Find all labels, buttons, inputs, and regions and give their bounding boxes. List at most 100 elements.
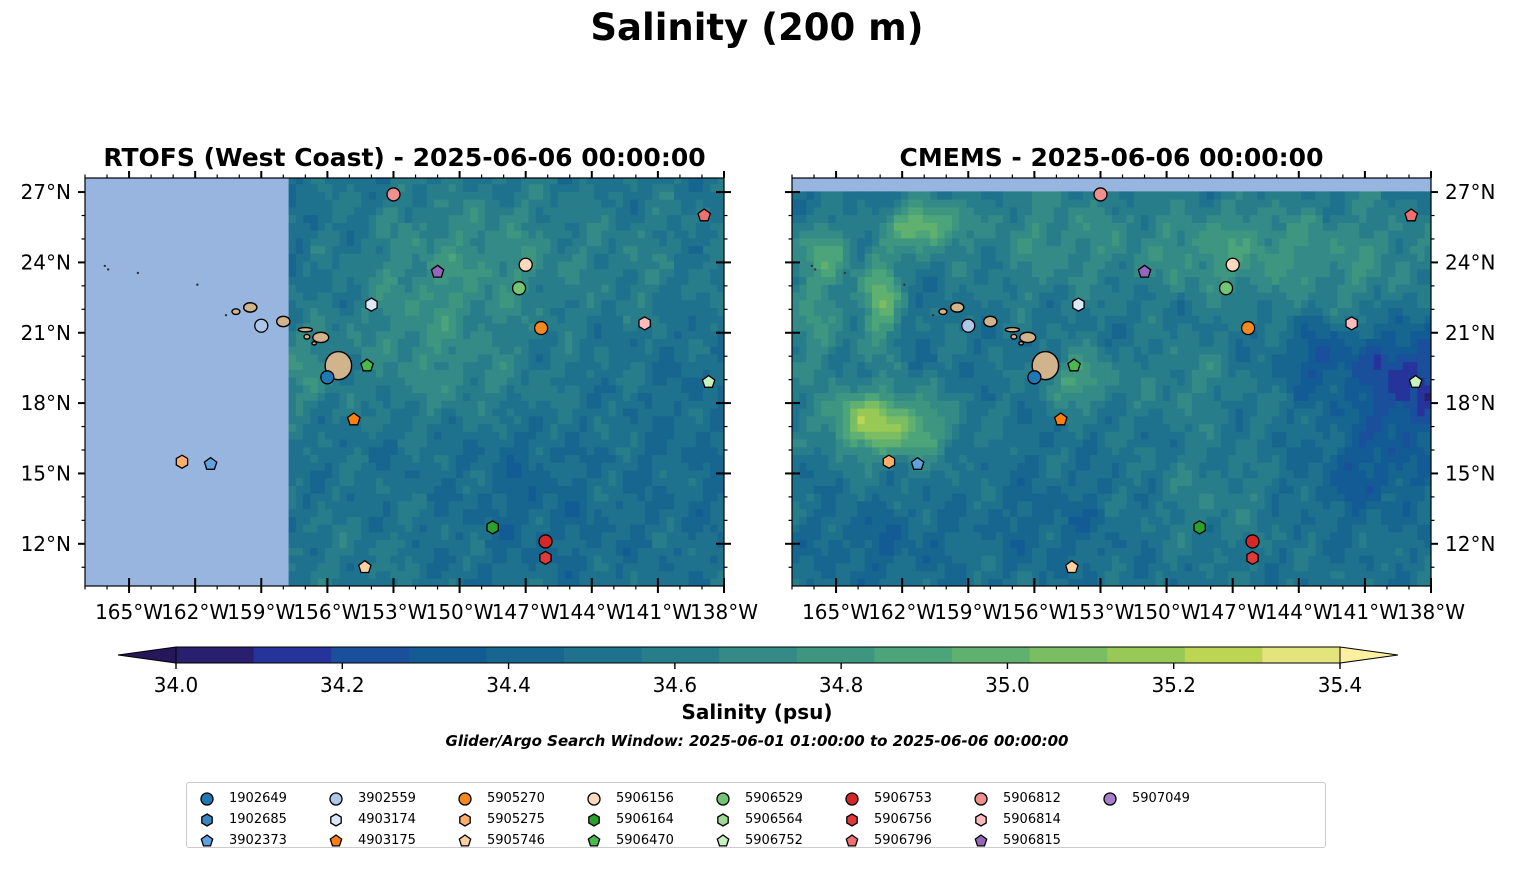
field-cell (893, 500, 902, 510)
field-cell (623, 446, 631, 455)
field-cell (310, 508, 319, 517)
field-cell (674, 276, 682, 285)
field-cell (426, 555, 435, 564)
field-cell (952, 493, 960, 502)
field-cell (652, 500, 661, 510)
field-cell (908, 284, 917, 293)
field-cell (1010, 307, 1018, 316)
field-cell (303, 299, 311, 308)
field-cell (295, 183, 304, 192)
field-cell (361, 237, 370, 247)
field-cell (514, 454, 522, 463)
field-cell (893, 206, 902, 216)
field-cell (615, 392, 624, 401)
field-cell (564, 524, 573, 533)
field-cell (332, 276, 341, 285)
field-cell (1017, 261, 1026, 270)
field-cell (470, 346, 479, 355)
field-cell (535, 477, 544, 486)
field-cell (484, 423, 493, 432)
field-cell (813, 516, 822, 525)
field-cell (988, 338, 997, 347)
field-cell (332, 330, 341, 339)
field-cell (879, 292, 888, 301)
field-cell (564, 454, 573, 463)
field-cell (930, 547, 939, 556)
field-cell (1039, 493, 1048, 502)
field-cell (572, 446, 581, 455)
field-cell (564, 477, 573, 486)
field-cell (404, 547, 413, 556)
field-cell (492, 377, 501, 386)
field-cell (1002, 214, 1011, 223)
field-cell (630, 284, 639, 293)
field-cell (390, 369, 399, 378)
field-cell (842, 384, 851, 394)
field-cell (937, 353, 946, 363)
field-cell (361, 307, 370, 316)
field-cell (1024, 222, 1033, 231)
field-cell (792, 284, 800, 293)
field-cell (339, 261, 348, 270)
field-cell (608, 315, 617, 324)
field-cell (966, 508, 975, 517)
field-cell (842, 570, 851, 579)
field-cell (434, 578, 442, 586)
field-cell (652, 276, 661, 285)
field-cell (1024, 322, 1033, 332)
field-cell (463, 500, 471, 510)
field-cell (572, 485, 581, 494)
field-cell (886, 346, 895, 355)
field-cell (506, 531, 515, 541)
field-cell (484, 485, 493, 494)
field-cell (455, 214, 464, 223)
field-cell (659, 462, 668, 471)
field-cell (1017, 361, 1026, 370)
field-cell (842, 400, 851, 409)
field-cell (659, 346, 668, 355)
field-cell (310, 361, 319, 370)
field-cell (492, 531, 501, 541)
field-cell (594, 555, 602, 564)
field-cell (594, 377, 602, 386)
field-cell (857, 284, 866, 293)
field-cell (623, 230, 631, 239)
field-cell (303, 230, 311, 239)
field-cell (695, 222, 704, 231)
field-cell (506, 299, 515, 308)
field-cell (535, 261, 544, 270)
field-cell (470, 330, 479, 339)
field-cell (1002, 423, 1011, 432)
field-cell (630, 330, 639, 339)
field-cell (1024, 477, 1033, 486)
field-cell (915, 369, 924, 378)
field-cell (710, 408, 719, 417)
field-cell (981, 191, 989, 200)
lat-tick-label: 12°N (21, 532, 71, 556)
field-cell (1017, 469, 1026, 479)
field-cell (813, 268, 822, 277)
field-cell (937, 361, 946, 370)
field-cell (981, 454, 989, 463)
field-cell (695, 485, 704, 494)
field-cell (893, 469, 902, 479)
field-cell (528, 439, 537, 448)
field-cell (930, 477, 939, 486)
field-cell (601, 206, 610, 216)
field-cell (973, 547, 982, 556)
field-cell (390, 555, 399, 564)
field-cell (681, 524, 690, 533)
field-cell (922, 292, 931, 301)
field-cell (303, 462, 311, 471)
marker-5906812 (386, 187, 401, 202)
marker-5906796 (697, 208, 712, 222)
field-cell (835, 330, 844, 339)
field-cell (944, 500, 953, 510)
field-cell (594, 299, 602, 308)
field-cell (463, 485, 471, 494)
field-cell (806, 408, 815, 417)
field-cell (857, 330, 866, 339)
field-cell (499, 315, 508, 324)
field-cell (426, 462, 435, 471)
field-cell (659, 292, 668, 301)
